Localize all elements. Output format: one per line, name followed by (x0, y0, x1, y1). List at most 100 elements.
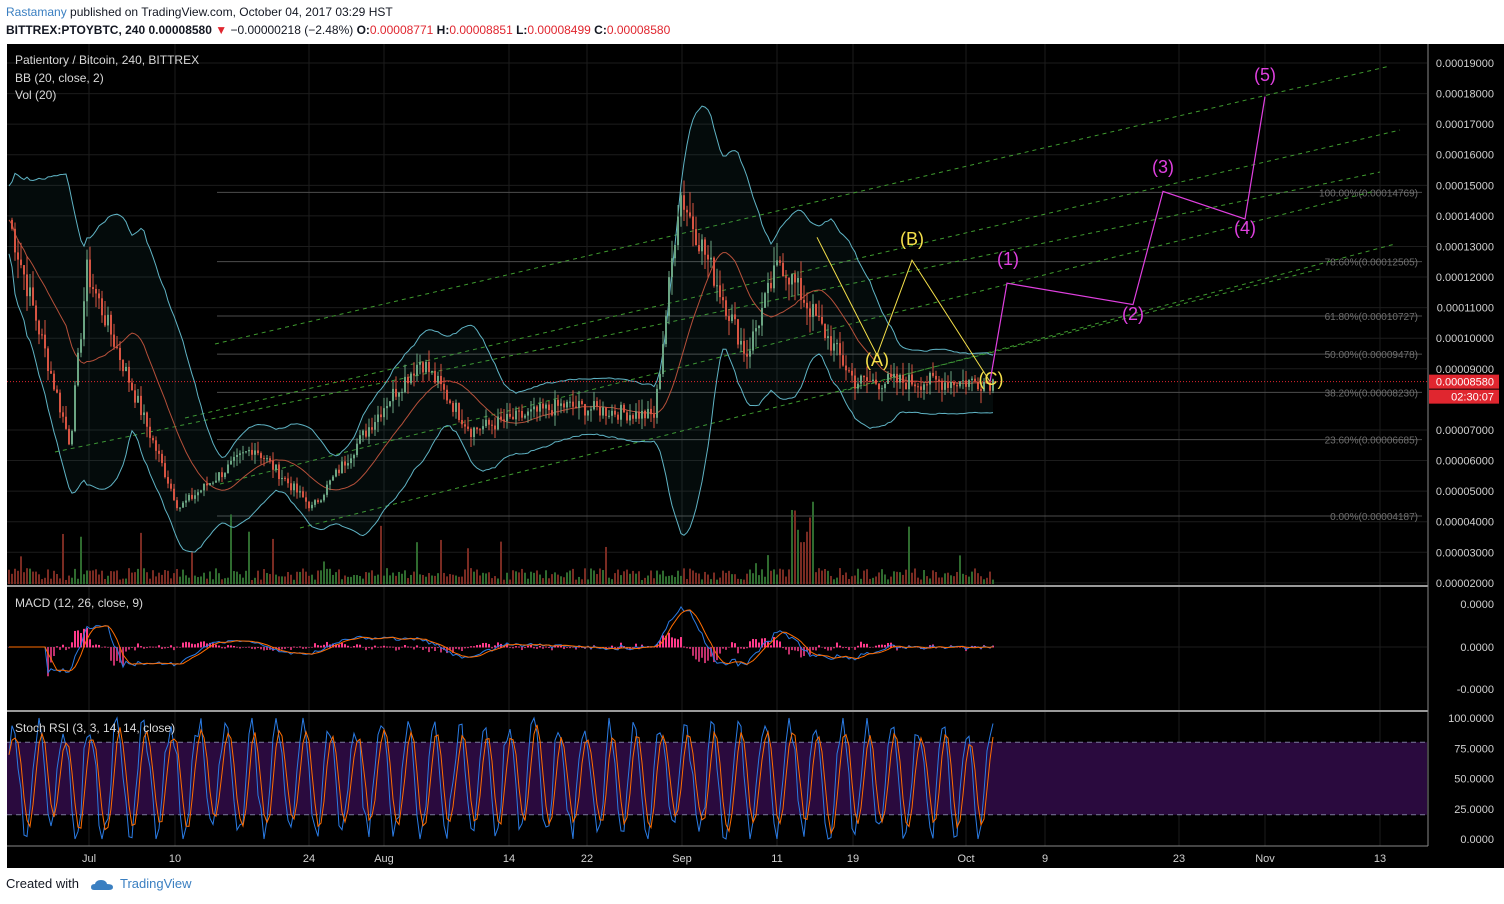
macd-hist (806, 647, 808, 652)
volume-bar (941, 577, 943, 584)
volume-bar (305, 571, 307, 584)
published-text: published on TradingView.com, October 04… (70, 5, 393, 19)
volume-bar (686, 579, 688, 584)
macd-hist (290, 647, 292, 650)
volume-bar (143, 568, 145, 584)
macd-hist (359, 644, 361, 648)
volume-bar (887, 579, 889, 584)
volume-bar (608, 577, 610, 584)
stoch-tick-3: 25.0000 (1454, 804, 1494, 816)
volume-bar (737, 578, 739, 584)
volume-bar (320, 570, 322, 584)
volume-bar (377, 574, 379, 584)
candle-body (776, 260, 778, 266)
volume-bar (560, 576, 562, 584)
macd-hist (98, 644, 100, 648)
macd-hist (140, 646, 142, 648)
macd-hist (62, 644, 64, 648)
candle-body (179, 507, 181, 509)
volume-bar (644, 577, 646, 584)
candle-body (437, 375, 439, 383)
candle-body (317, 500, 319, 503)
candle-body (731, 314, 733, 321)
macd-line (9, 605, 994, 674)
candle-body (284, 477, 286, 479)
macd-hist (635, 643, 637, 648)
candle-body (23, 265, 25, 275)
author-link[interactable]: Rastamany (6, 5, 67, 19)
macd-hist (431, 647, 433, 649)
volume-bar (812, 501, 814, 584)
volume-bar (428, 573, 430, 584)
volume-bar (557, 574, 559, 584)
candle-body (803, 299, 805, 303)
chart-canvas[interactable]: 100.00%(0.00014769) 78.60%(0.00012505) 61.… (0, 44, 1504, 870)
volume-bar (830, 575, 832, 584)
candle-body (893, 373, 895, 377)
volume-bar (431, 575, 433, 584)
volume-bar (782, 569, 784, 584)
volume-bar (206, 578, 208, 584)
volume-bar (371, 570, 373, 584)
volume-bar (917, 577, 919, 584)
candle-body (365, 430, 367, 437)
macd-hist (152, 646, 154, 648)
candle-body (626, 412, 628, 421)
macd-hist (482, 642, 484, 648)
candle-body (392, 388, 394, 402)
volume-bar (899, 572, 901, 584)
candle-body (815, 304, 817, 316)
macd-hist (785, 647, 787, 650)
macd-hist (80, 633, 82, 648)
candle-body (665, 315, 667, 345)
candle-body (77, 352, 79, 386)
macd-hist (224, 647, 226, 649)
volume-bar (695, 572, 697, 584)
macd-hist (425, 647, 427, 649)
volume-bar (764, 576, 766, 584)
fib-levels: 100.00%(0.00014769) 78.60%(0.00012505) 61.… (217, 188, 1422, 523)
candle-body (902, 374, 904, 383)
macd-hist (347, 645, 349, 648)
volume-bar (212, 579, 214, 584)
macd-hist (887, 642, 889, 648)
candle-body (458, 402, 460, 420)
macd-hist (827, 647, 829, 651)
tradingview-link[interactable]: TradingView (120, 876, 192, 891)
abc-wave-line (816, 237, 991, 382)
macd-hist (317, 645, 319, 648)
channel-line-4 (219, 190, 1376, 485)
volume-bar (308, 575, 310, 584)
macd-tick-1: 0.0000 (1460, 642, 1494, 654)
candle-body (53, 373, 55, 390)
candle-body (974, 378, 976, 382)
y-tick-16: 0.00002000 (1436, 578, 1494, 590)
candle-body (377, 414, 379, 423)
candle-body (35, 305, 37, 321)
volume-bar (818, 568, 820, 584)
volume-bar (68, 575, 70, 584)
macd-hist (101, 647, 103, 648)
volume-bar (17, 570, 19, 584)
candle-body (878, 383, 880, 390)
volume-bar (458, 576, 460, 584)
fib-label-2: 61.80%(0.00010727) (1325, 312, 1418, 323)
fib-label-0: 100.00%(0.00014769) (1319, 188, 1418, 199)
macd-hist (323, 644, 325, 648)
volume-bar (551, 574, 553, 584)
volume-bar (599, 568, 601, 584)
macd-hist (569, 647, 571, 649)
macd-hist (731, 642, 733, 648)
y-tick-12: 0.00006000 (1436, 456, 1494, 468)
candle-body (905, 382, 907, 390)
candle-body (89, 259, 91, 288)
candle-body (983, 381, 985, 391)
macd-hist (161, 647, 163, 650)
macd-hist (485, 642, 487, 648)
candle-body (728, 316, 730, 321)
stoch-band (7, 742, 1427, 815)
candle-body (269, 458, 271, 461)
macd-hist (737, 647, 739, 654)
candle-body (125, 366, 127, 372)
volume-bar (392, 572, 394, 584)
